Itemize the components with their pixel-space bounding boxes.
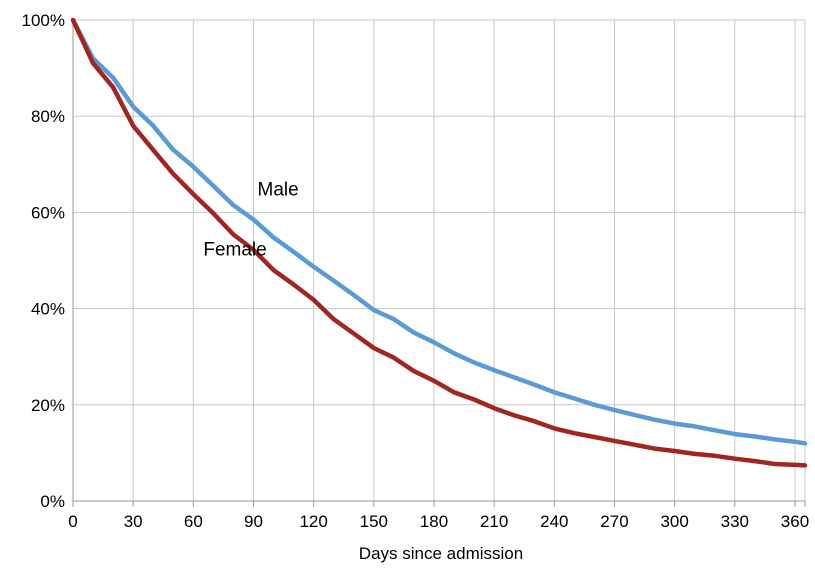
x-axis-title: Days since admission: [359, 544, 523, 563]
x-tick-label: 330: [721, 512, 749, 531]
y-tick-label: 20%: [31, 396, 65, 415]
x-axis-tick-labels: 0 30 60 90 120 150 180 210 240 270 300 330 360: [68, 512, 809, 531]
chart-series: [70, 17, 808, 468]
y-tick-label: 0%: [40, 492, 65, 511]
x-tick-label: 30: [124, 512, 143, 531]
annotation-female: Female: [203, 240, 266, 261]
x-tick-label: 210: [480, 512, 508, 531]
x-tick-label: 0: [68, 512, 77, 531]
x-tick-label: 150: [360, 512, 388, 531]
series-annotations: Male Female: [203, 180, 298, 261]
y-tick-label: 100%: [22, 11, 65, 30]
x-tick-label: 60: [184, 512, 203, 531]
y-tick-label: 40%: [31, 300, 65, 319]
series-line-male: [70, 17, 808, 446]
y-tick-label: 60%: [31, 203, 65, 222]
x-tick-label: 270: [600, 512, 628, 531]
y-axis-tick-labels: 0% 20% 40% 60% 80% 100%: [22, 11, 65, 511]
x-tick-label: 300: [660, 512, 688, 531]
x-tick-label: 90: [244, 512, 263, 531]
x-tick-label: 120: [299, 512, 327, 531]
x-tick-label: 240: [540, 512, 568, 531]
series-line-female: [70, 17, 808, 468]
annotation-male: Male: [258, 180, 299, 201]
x-tick-label: 180: [420, 512, 448, 531]
chart-grid: [73, 19, 806, 501]
y-tick-label: 80%: [31, 107, 65, 126]
chart-axes: [72, 20, 806, 507]
x-tick-label: 360: [781, 512, 809, 531]
